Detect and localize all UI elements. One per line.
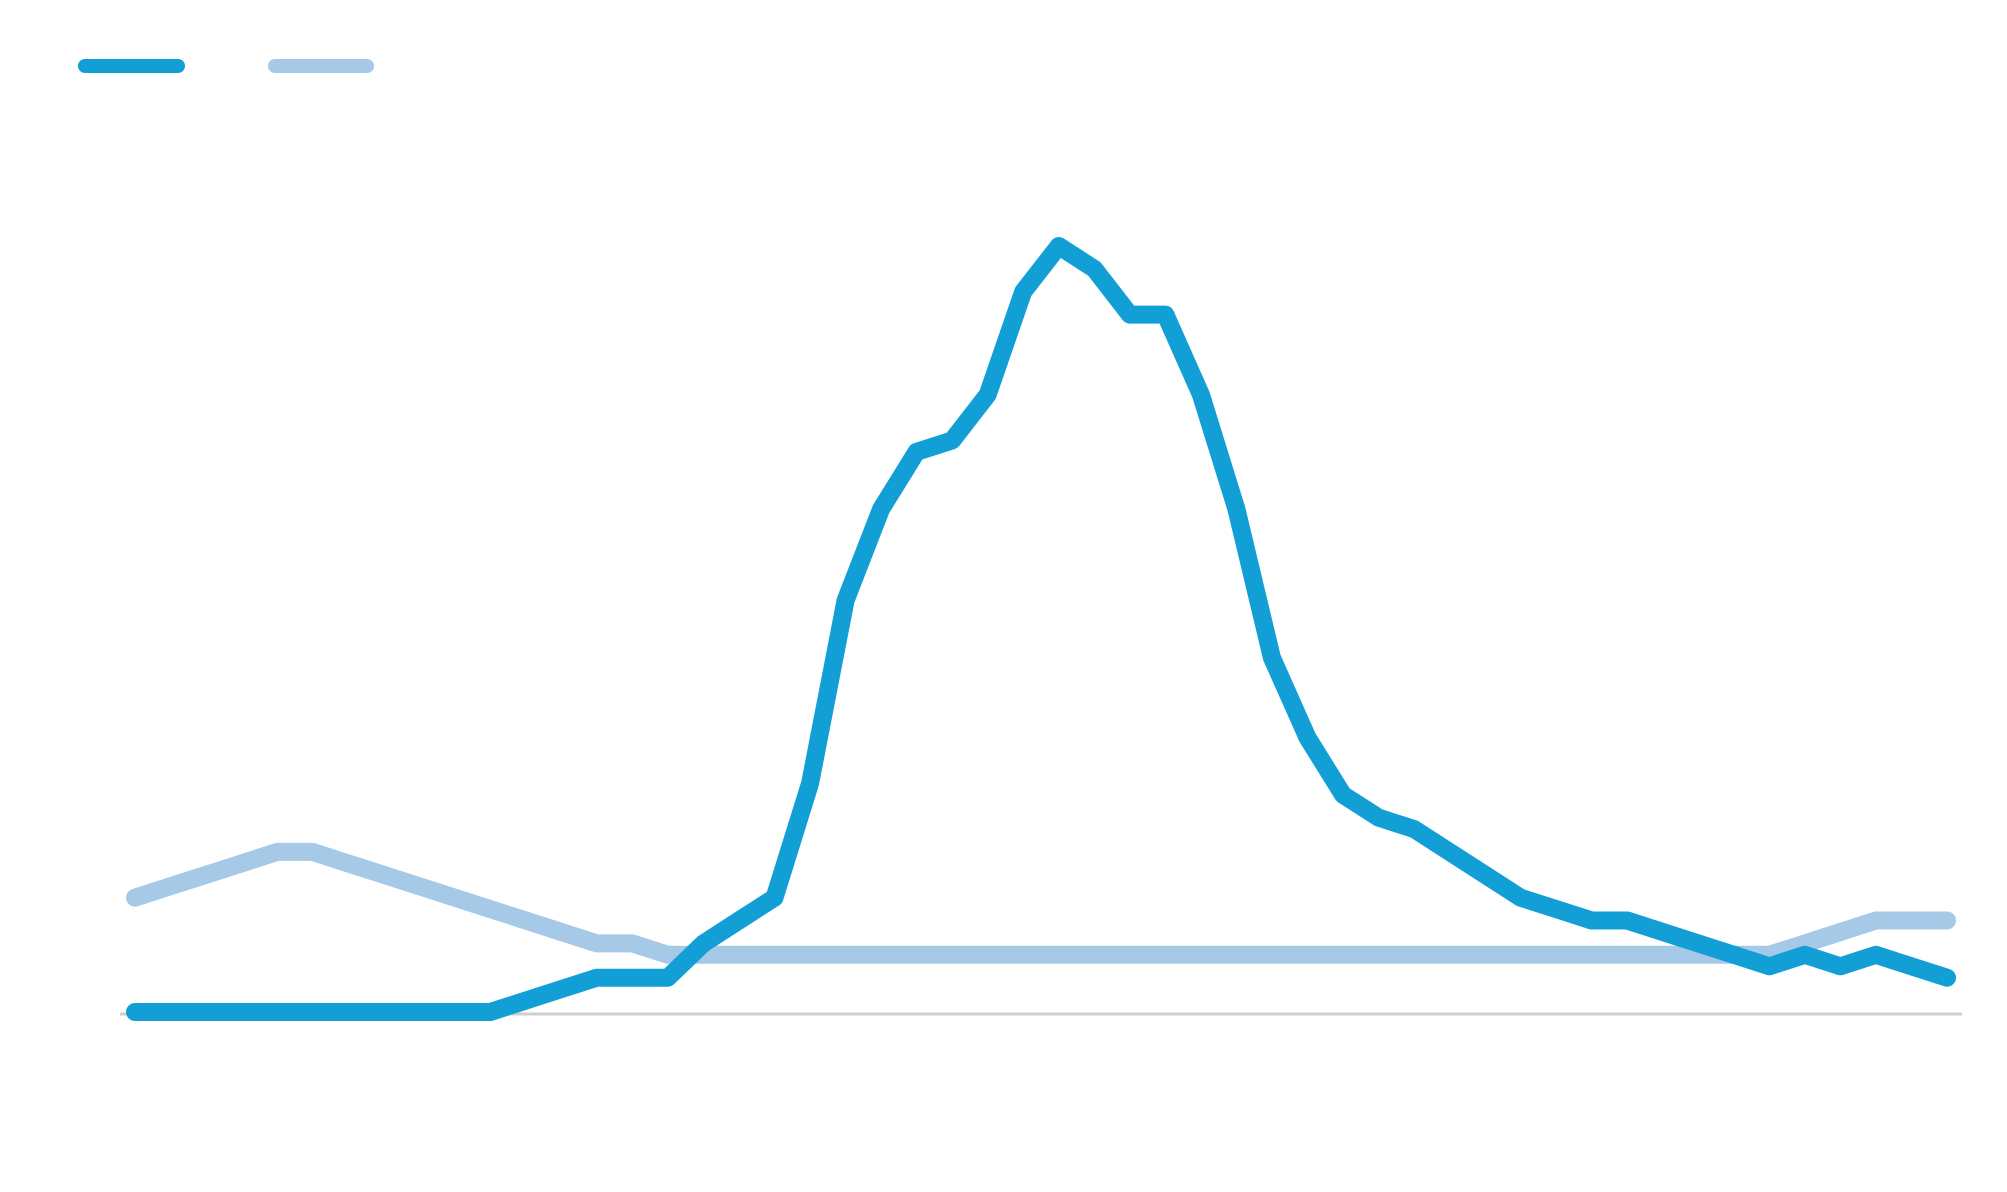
series-line-1: [126, 237, 1956, 1021]
series-layer: [126, 237, 1956, 1021]
series-line-2: [126, 842, 1956, 964]
